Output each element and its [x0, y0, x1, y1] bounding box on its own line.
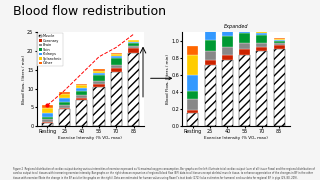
- Bar: [128, 46, 139, 48]
- Bar: [111, 72, 122, 126]
- Bar: [76, 88, 87, 91]
- Bar: [222, 55, 233, 60]
- Bar: [111, 65, 122, 68]
- Bar: [93, 75, 105, 81]
- Text: Figure 2  Regional distribution of cardiac output during various intensities of : Figure 2 Regional distribution of cardia…: [13, 167, 315, 180]
- Bar: [187, 113, 198, 126]
- Bar: [93, 73, 105, 75]
- Bar: [239, 24, 250, 29]
- Bar: [42, 117, 53, 119]
- Bar: [59, 108, 70, 109]
- Bar: [128, 42, 139, 43]
- Bar: [93, 87, 105, 126]
- Bar: [274, 38, 285, 39]
- Bar: [93, 71, 105, 73]
- Bar: [76, 85, 87, 88]
- Bar: [274, 39, 285, 40]
- Bar: [274, 45, 285, 50]
- Bar: [42, 108, 53, 113]
- Bar: [204, 29, 216, 40]
- Bar: [76, 95, 87, 98]
- Bar: [76, 98, 87, 100]
- Bar: [222, 47, 233, 55]
- Bar: [59, 109, 70, 126]
- Bar: [204, 60, 216, 65]
- Bar: [256, 33, 268, 35]
- Bar: [274, 43, 285, 45]
- Bar: [204, 10, 216, 15]
- Y-axis label: Blood Flow, (liters / min): Blood Flow, (liters / min): [166, 54, 170, 104]
- Bar: [42, 113, 53, 117]
- Bar: [111, 54, 122, 56]
- Bar: [42, 119, 53, 122]
- Bar: [204, 15, 216, 29]
- Bar: [128, 40, 139, 42]
- Bar: [222, 36, 233, 47]
- Bar: [111, 58, 122, 65]
- Bar: [204, 51, 216, 60]
- Bar: [274, 41, 285, 43]
- Bar: [239, 29, 250, 33]
- Bar: [59, 102, 70, 105]
- Bar: [42, 122, 53, 123]
- Bar: [256, 35, 268, 43]
- Bar: [93, 69, 105, 71]
- Bar: [222, 60, 233, 126]
- Bar: [256, 51, 268, 126]
- Bar: [111, 68, 122, 72]
- Bar: [128, 53, 139, 126]
- X-axis label: Exercise Intensity (% VO₂ max): Exercise Intensity (% VO₂ max): [204, 136, 268, 140]
- Bar: [128, 43, 139, 46]
- Bar: [239, 50, 250, 55]
- Bar: [93, 84, 105, 87]
- Bar: [239, 33, 250, 43]
- Bar: [204, 65, 216, 126]
- Bar: [222, 14, 233, 18]
- Bar: [59, 98, 70, 102]
- Bar: [256, 31, 268, 33]
- Bar: [187, 110, 198, 113]
- Bar: [187, 46, 198, 55]
- Bar: [128, 48, 139, 53]
- Bar: [274, 40, 285, 41]
- Bar: [239, 55, 250, 126]
- Bar: [204, 40, 216, 51]
- Bar: [222, 18, 233, 28]
- Bar: [187, 99, 198, 110]
- X-axis label: Exercise Intensity (% VO₂ max): Exercise Intensity (% VO₂ max): [59, 136, 122, 140]
- Bar: [76, 84, 87, 85]
- Legend: Muscle, Coronary, Brain, Skin, Kidneys, Splanchnic, Other: Muscle, Coronary, Brain, Skin, Kidneys, …: [37, 33, 63, 66]
- Bar: [239, 21, 250, 24]
- Bar: [76, 91, 87, 95]
- Bar: [111, 56, 122, 58]
- Bar: [187, 75, 198, 91]
- Bar: [256, 30, 268, 31]
- Y-axis label: Blood flow, (liters / min): Blood flow, (liters / min): [22, 55, 26, 104]
- Bar: [59, 105, 70, 108]
- Bar: [187, 91, 198, 99]
- Bar: [274, 50, 285, 126]
- Bar: [42, 123, 53, 126]
- Bar: [222, 28, 233, 36]
- Bar: [256, 47, 268, 51]
- Bar: [187, 55, 198, 75]
- Bar: [256, 43, 268, 47]
- Bar: [239, 43, 250, 50]
- Bar: [42, 105, 53, 108]
- Text: Expanded: Expanded: [224, 24, 248, 29]
- Bar: [111, 53, 122, 54]
- Bar: [76, 100, 87, 126]
- Bar: [93, 81, 105, 84]
- Text: Blood flow redistribution: Blood flow redistribution: [13, 5, 166, 18]
- Bar: [59, 92, 70, 94]
- Bar: [59, 94, 70, 98]
